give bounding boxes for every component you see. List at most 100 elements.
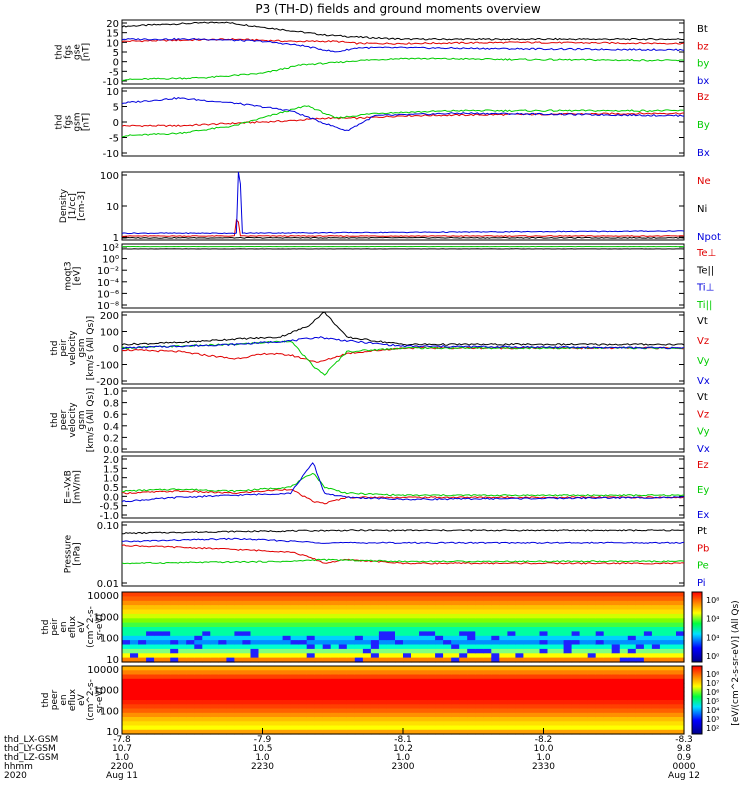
heat-cell: [218, 592, 227, 597]
heat-cell: [162, 631, 171, 637]
heat-cell: [282, 708, 292, 714]
heat-cell: [676, 592, 685, 597]
heat-cell: [210, 670, 219, 676]
heat-cell: [202, 678, 211, 684]
y-tick-label: 10⁻⁶: [97, 289, 119, 300]
heat-cell: [563, 644, 573, 650]
heat-cell: [587, 712, 597, 718]
heat-cell: [234, 670, 243, 676]
heat-cell: [531, 600, 541, 606]
heat-cell: [523, 596, 532, 602]
heat-cell: [218, 704, 227, 710]
heat-cell: [507, 721, 516, 727]
heat-cell: [467, 609, 476, 615]
heat-cell: [659, 729, 669, 735]
heat-cell: [362, 627, 372, 632]
heat-cell: [330, 648, 340, 654]
heat-cell: [282, 721, 292, 727]
heat-cell: [475, 640, 484, 646]
heat-cell: [571, 653, 581, 659]
heat-cell: [395, 691, 404, 697]
heat-cell: [395, 631, 404, 637]
heat-cell: [523, 592, 532, 597]
heat-cell: [290, 712, 300, 718]
heat-cell: [619, 618, 629, 624]
heat-cell: [603, 613, 613, 619]
legend-item: Te⊥: [696, 248, 716, 259]
heat-cell: [306, 605, 316, 611]
heat-cell: [603, 609, 613, 615]
heat-cell: [362, 609, 372, 615]
heat-cell: [138, 704, 147, 710]
heat-cell: [338, 653, 348, 659]
y-axis-label: peer: [59, 409, 69, 430]
heat-cell: [346, 605, 356, 611]
heat-cell: [539, 609, 549, 615]
heat-cell: [443, 678, 452, 684]
y-tick-label: 10⁻²: [97, 266, 119, 277]
heat-cell: [676, 678, 685, 684]
heat-cell: [234, 592, 243, 597]
heat-cell: [547, 695, 557, 701]
heat-cell: [210, 640, 219, 646]
heat-cell: [322, 712, 332, 718]
heat-cell: [130, 644, 139, 650]
colorbar: [691, 665, 703, 735]
heat-cell: [202, 721, 211, 727]
legend-item: Ni: [697, 204, 707, 215]
heat-cell: [603, 717, 613, 722]
heat-cell: [194, 592, 203, 597]
heat-cell: [483, 657, 492, 663]
heat-cell: [170, 640, 179, 646]
heat-cell: [587, 678, 597, 684]
heat-cell: [667, 605, 677, 611]
heat-cell: [178, 687, 187, 693]
heat-cell: [627, 635, 637, 641]
heat-cell: [659, 600, 669, 606]
heat-cell: [154, 657, 163, 663]
heat-cell: [443, 700, 452, 705]
heat-cell: [531, 653, 541, 659]
heat-cell: [154, 725, 163, 731]
heat-cell: [290, 622, 300, 628]
heat-cell: [138, 648, 147, 654]
heat-cell: [619, 622, 629, 628]
heat-cell: [515, 648, 524, 654]
heat-cell: [676, 700, 685, 705]
heat-cell: [611, 666, 621, 671]
heat-cell: [170, 627, 179, 632]
heat-cell: [242, 729, 251, 735]
heat-cell: [627, 622, 637, 628]
heat-cell: [202, 600, 211, 606]
heat-cell: [138, 674, 147, 680]
heat-cell: [322, 618, 332, 624]
heat-cell: [290, 635, 300, 641]
heat-cell: [395, 717, 404, 722]
heat-cell: [507, 678, 516, 684]
heat-cell: [322, 622, 332, 628]
heat-cell: [378, 721, 388, 727]
heat-cell: [587, 644, 597, 650]
heat-cell: [427, 708, 436, 714]
series-Pi: [121, 537, 685, 545]
heat-cell: [499, 717, 508, 722]
heat-cell: [258, 644, 268, 650]
heat-cell: [676, 644, 685, 650]
heat-cell: [579, 622, 589, 628]
heat-cell: [194, 605, 203, 611]
heat-cell: [322, 609, 332, 615]
heat-cell: [403, 648, 412, 654]
heat-cell: [282, 712, 292, 718]
heat-cell: [322, 653, 332, 659]
heat-cell: [451, 691, 460, 697]
heat-cell: [210, 657, 219, 663]
legend-item: Ti||: [696, 300, 712, 311]
heat-cell: [443, 712, 452, 718]
heat-cell: [138, 678, 147, 684]
heat-cell: [411, 674, 420, 680]
heat-cell: [370, 700, 380, 705]
heat-cell: [539, 627, 549, 632]
heat-cell: [258, 683, 268, 688]
heat-cell: [122, 596, 131, 602]
